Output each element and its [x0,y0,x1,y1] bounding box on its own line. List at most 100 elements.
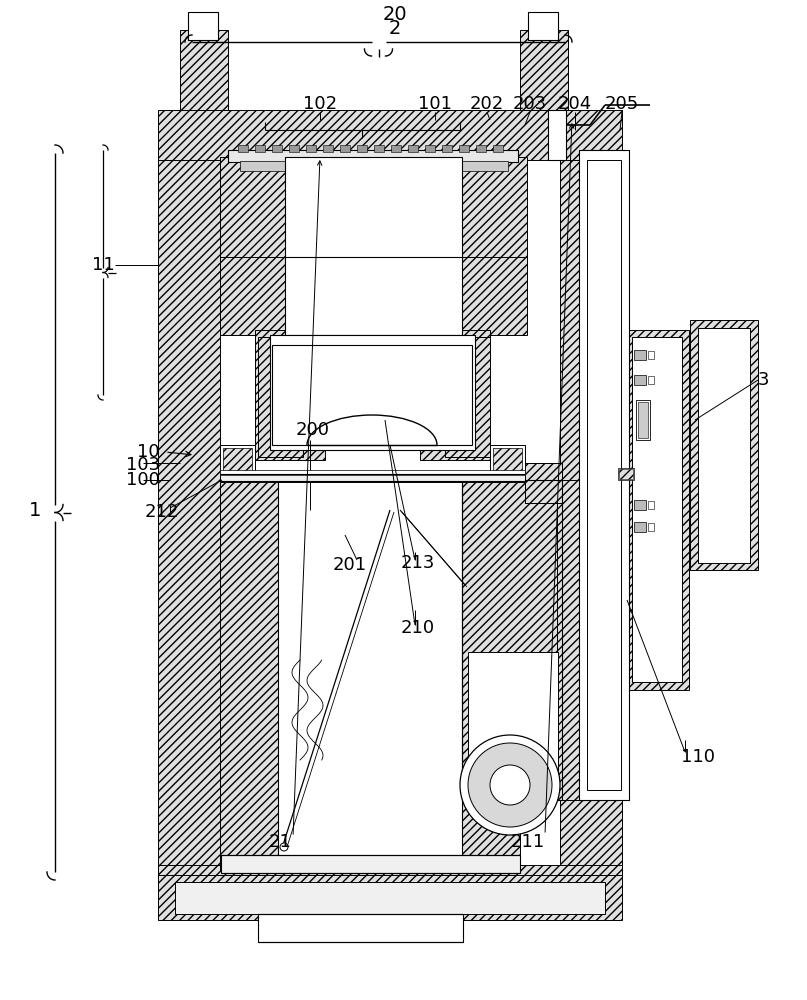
Text: 200: 200 [296,421,330,439]
Bar [420,330,490,460]
Bar [462,480,562,800]
Bar [698,328,750,563]
Circle shape [468,743,552,827]
Bar [158,865,622,910]
Text: 201: 201 [333,556,367,574]
Text: 101: 101 [418,95,452,113]
Bar [158,110,622,160]
Text: 20: 20 [383,5,408,24]
Bar [619,469,633,479]
Bar [636,400,650,440]
Circle shape [460,735,560,835]
Bar [634,375,646,385]
Bar [220,470,525,475]
Text: 203: 203 [513,95,547,113]
Bar [323,145,333,152]
Text: 1: 1 [29,500,41,520]
Bar [462,480,562,800]
Bar [223,448,252,477]
Bar [240,161,508,171]
Bar [634,350,646,360]
Bar [270,335,475,450]
Bar [180,30,228,110]
Bar [579,150,629,800]
Bar [188,12,218,40]
Bar [158,875,622,920]
Bar [255,330,325,460]
Text: 11: 11 [92,256,115,274]
Bar [190,14,216,38]
Bar [560,140,622,880]
Bar [579,150,629,800]
Bar [220,445,255,480]
Bar [255,145,265,152]
Circle shape [280,843,288,851]
Bar [632,337,682,682]
Text: 210: 210 [401,619,435,637]
Bar [638,402,648,438]
Bar [530,14,556,38]
Bar [557,480,579,800]
Text: 3: 3 [757,371,769,389]
Bar [548,110,566,160]
Bar [374,145,384,152]
Bar [220,257,285,335]
Bar [220,480,278,870]
Bar [618,468,634,480]
Bar [220,474,525,482]
Text: 2: 2 [389,18,401,37]
Bar [520,30,568,110]
Text: 211: 211 [511,833,545,851]
Bar [278,480,462,860]
Circle shape [490,765,530,805]
Bar [624,330,689,690]
Bar [272,345,472,445]
Bar [634,522,646,532]
Bar [425,145,435,152]
Bar [525,463,562,503]
Text: 213: 213 [401,554,435,572]
Bar [648,523,654,531]
Bar [587,160,621,790]
Bar [221,855,520,873]
Bar [408,145,418,152]
Text: 110: 110 [681,748,715,766]
Text: 202: 202 [470,95,504,113]
Bar [462,257,527,335]
Bar [442,145,452,152]
Bar [285,257,462,335]
Bar [462,480,520,870]
Bar [459,145,469,152]
Bar [340,145,350,152]
Bar [175,882,605,914]
Text: 21: 21 [269,833,291,851]
Bar [490,445,525,480]
Bar [158,140,220,880]
Bar [525,463,562,503]
Text: 204: 204 [558,95,592,113]
Bar [493,448,522,477]
Bar [476,145,486,152]
Bar [445,337,490,457]
Bar [648,351,654,359]
Bar [258,337,303,457]
Bar [634,500,646,510]
Text: 100: 100 [126,471,160,489]
Bar [690,320,758,570]
Bar [238,145,248,152]
Bar [462,157,527,260]
Bar [272,145,282,152]
Text: 212: 212 [144,503,179,521]
Bar [289,145,299,152]
Bar [258,914,463,942]
Bar [468,652,558,792]
Text: 205: 205 [605,95,639,113]
Text: 102: 102 [303,95,337,113]
Text: 10: 10 [136,443,159,461]
Bar [228,150,518,162]
Bar [306,145,316,152]
Bar [220,157,285,260]
Bar [493,145,503,152]
Bar [528,12,558,40]
Bar [391,145,401,152]
